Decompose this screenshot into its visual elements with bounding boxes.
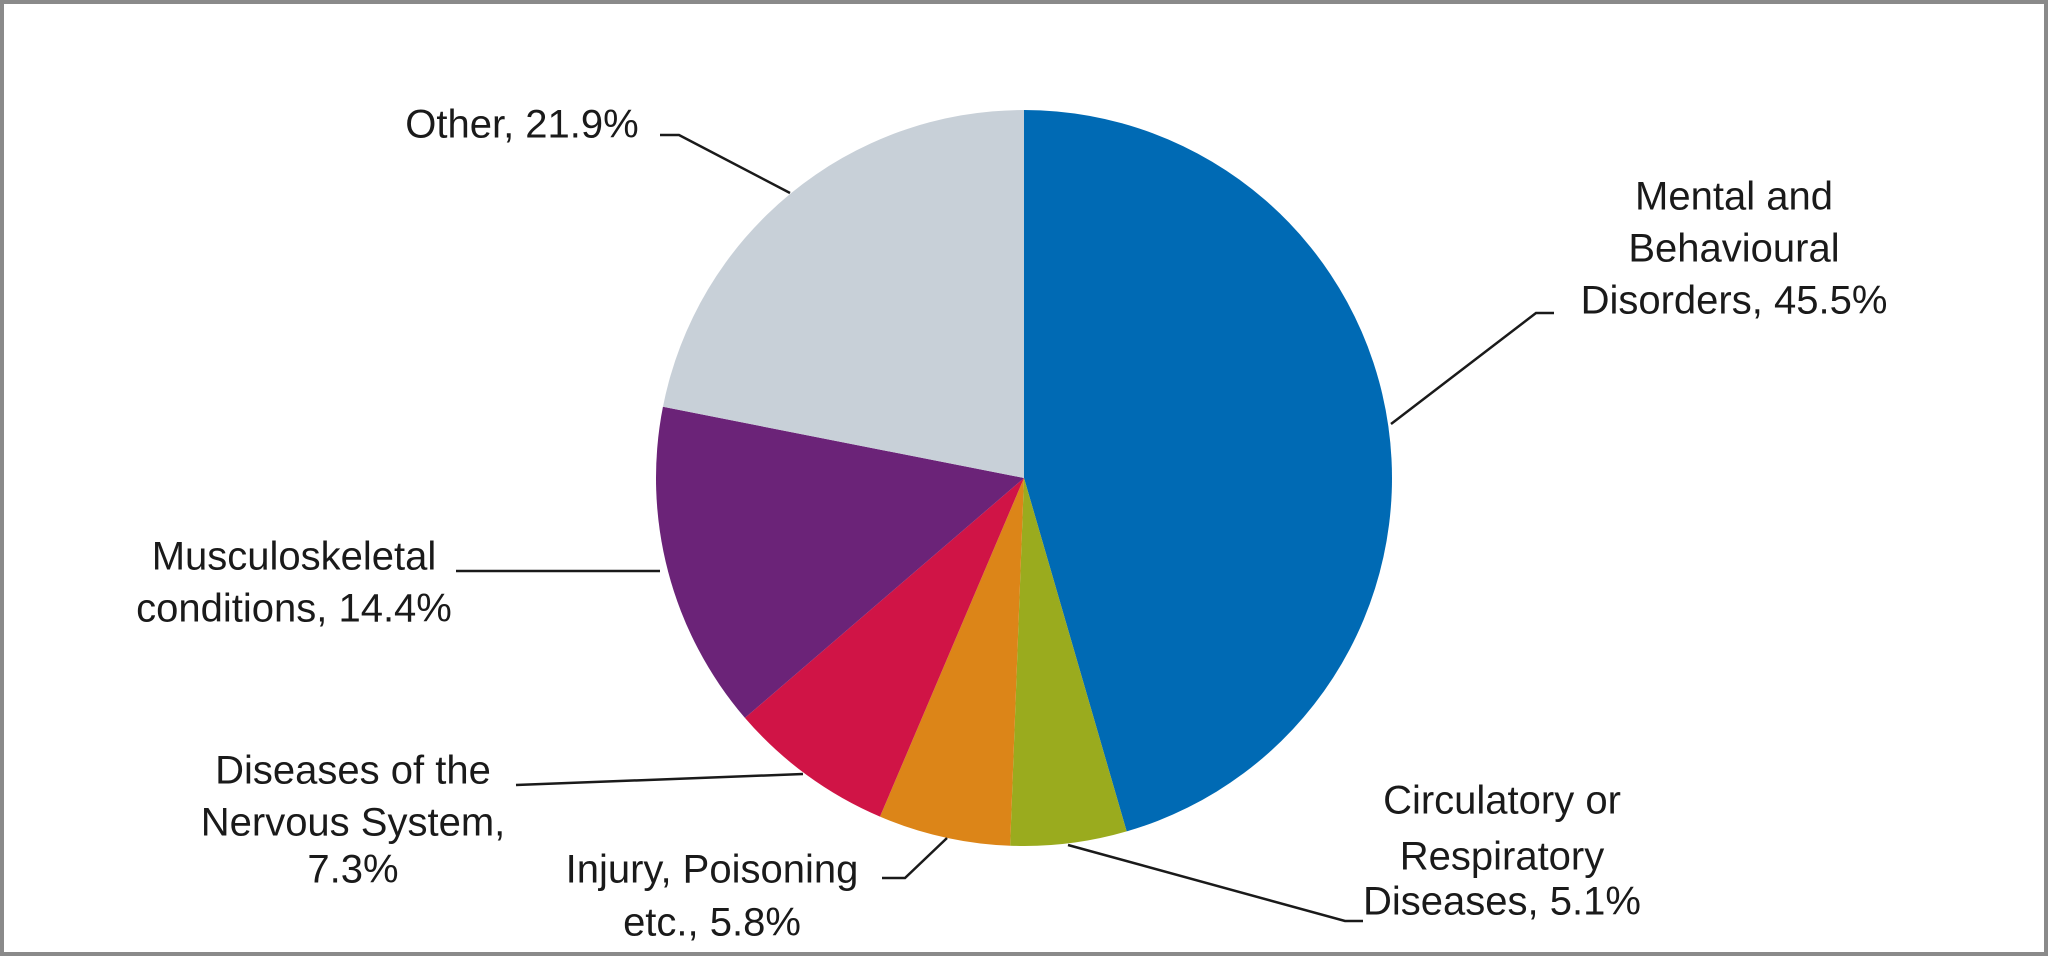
slice-label: Other, 21.9% — [405, 103, 638, 147]
pie-slice — [662, 110, 1024, 478]
slice-label: Nervous System, — [201, 801, 506, 845]
slice-label: Disorders, 45.5% — [1581, 279, 1888, 323]
pie-slice — [656, 406, 1024, 718]
slice-label: Circulatory or — [1383, 779, 1621, 823]
leader-line — [660, 133, 791, 195]
pie — [656, 110, 1393, 846]
slice-label: Mental and — [1635, 175, 1833, 219]
slice-label: Injury, Poisoning — [566, 848, 859, 892]
leader-line — [1390, 311, 1554, 425]
slice-label: Musculoskeletal — [152, 535, 437, 579]
pie-slice — [1024, 110, 1393, 832]
slice-label: 7.3% — [307, 848, 398, 892]
leader-line — [1067, 843, 1363, 923]
leader-line — [882, 837, 948, 880]
pie-slice — [744, 478, 1024, 817]
slice-label: Behavioural — [1628, 227, 1839, 271]
slice-label: Respiratory — [1400, 835, 1605, 879]
slice-label: Diseases, 5.1% — [1363, 880, 1641, 924]
leader-line — [515, 772, 804, 787]
pie-slice — [879, 478, 1024, 846]
slice-label: etc., 5.8% — [623, 901, 801, 945]
pie-slice — [1010, 478, 1127, 846]
slice-label: conditions, 14.4% — [136, 587, 452, 631]
slice-label: Diseases of the — [215, 749, 491, 793]
